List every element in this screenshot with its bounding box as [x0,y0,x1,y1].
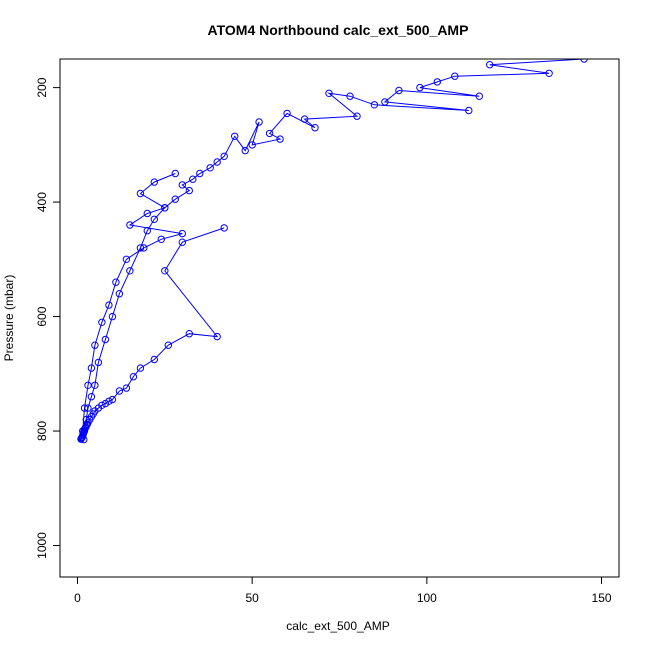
data-point [122,255,131,263]
data-point [545,69,553,78]
y-tick-label: 800 [35,421,49,441]
data-point [84,381,92,389]
data-point [91,381,99,389]
data-point [126,267,134,275]
data-point [87,364,96,372]
x-tick-label: 100 [417,591,437,605]
y-tick-label: 600 [35,306,49,326]
data-point [94,358,103,367]
data-point [171,169,180,178]
data-point [161,204,169,212]
data-point [370,101,379,109]
data-point [346,92,354,100]
data-point [248,141,256,149]
plot-frame [59,58,620,578]
data-point [115,387,124,395]
data-point [433,78,441,86]
data-point [451,72,459,80]
data-point [178,229,187,238]
data-point [150,178,159,186]
y-tick-label: 200 [35,77,49,97]
data-point [98,318,106,326]
data-point [381,98,389,106]
data-point [196,169,204,178]
data-point [255,118,263,126]
data-point [311,124,319,132]
data-point [129,373,138,381]
data-point [185,330,194,338]
data-point [101,335,110,344]
y-axis: 200 400 600 800 1000 [35,77,61,559]
data-point [189,175,197,183]
data-point [475,92,483,100]
data-point [157,235,166,244]
data-point [164,341,173,349]
x-tick-label: 0 [74,591,81,605]
data-point [465,106,473,115]
data-point [112,278,120,286]
data-point [143,209,152,218]
data-point [150,215,159,224]
data-point [101,399,110,408]
data-point [91,341,99,349]
data-point [416,83,424,92]
data-point [353,112,361,120]
data-point [213,332,221,341]
x-tick-label: 50 [245,591,259,605]
data-point [122,384,131,392]
y-tick-label: 1000 [35,532,49,559]
x-tick-label: 150 [592,591,612,605]
data-point [136,189,145,198]
series-2-line [82,173,183,432]
x-axis-label: calc_ext_500_AMP [286,619,389,633]
series-1-line [80,227,225,440]
data-point [80,404,89,412]
data-point [115,290,124,298]
data-point [580,59,588,63]
data-point [206,164,214,172]
data-point [161,267,169,275]
data-point [241,146,249,155]
data-point [178,238,187,246]
series-0-line [83,59,585,440]
plot-content [77,59,588,444]
data-point [220,224,228,232]
data-point [77,435,85,443]
data-point [171,195,180,203]
data-point [105,301,113,309]
y-tick-label: 400 [35,192,49,212]
data-point [178,181,187,189]
data-point [213,158,221,166]
data-point [486,60,494,69]
data-point [276,135,284,143]
data-point [126,221,134,229]
x-axis: 0 50 100 150 [74,576,612,605]
data-point [140,244,148,252]
data-point [87,393,96,401]
data-point [79,427,87,435]
chart-title: ATOM4 Northbound calc_ext_500_AMP [208,22,469,38]
data-point [108,395,117,404]
data-point [283,109,291,118]
data-point [395,86,403,95]
data-point [231,132,239,141]
data-point [185,186,194,195]
data-point [325,89,333,98]
data-point [300,115,309,123]
data-point [136,364,145,372]
y-axis-label: Pressure (mbar) [2,275,16,362]
data-point [265,129,274,138]
data-point [220,152,228,161]
data-point [108,312,117,321]
data-point [150,355,159,364]
